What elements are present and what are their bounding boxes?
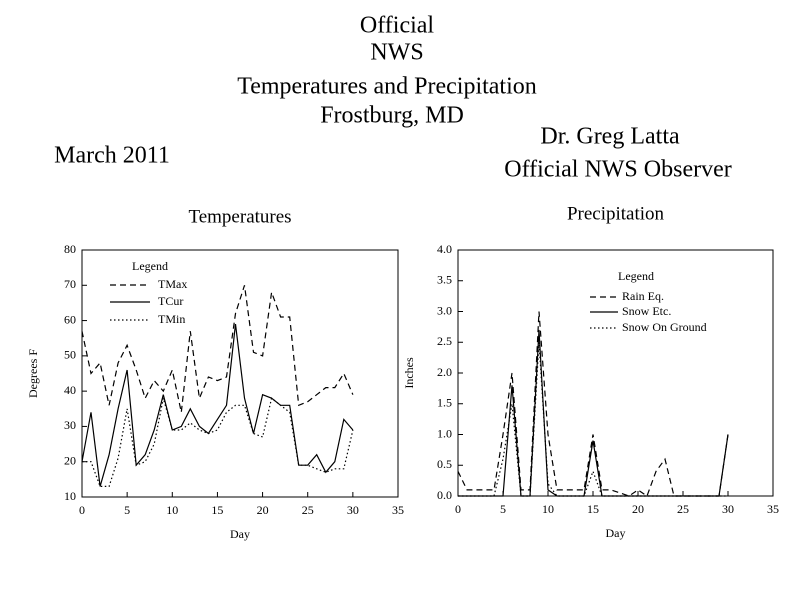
x-tick-label: 35	[392, 503, 404, 517]
x-tick-label: 10	[166, 503, 178, 517]
y-tick-label: 0.5	[437, 457, 452, 471]
x-tick-label: 10	[542, 502, 554, 516]
series-line	[458, 329, 729, 497]
y-tick-label: 2.0	[437, 365, 452, 379]
title-line: Frostburg, MD	[320, 103, 464, 129]
y-tick-label: 3.5	[437, 273, 452, 287]
y-tick-label: 3.0	[437, 303, 452, 317]
x-tick-label: 15	[211, 503, 223, 517]
y-tick-label: 80	[64, 242, 76, 256]
legend-label: Rain Eq.	[622, 289, 664, 303]
series-line	[457, 311, 729, 497]
y-tick-label: 2.5	[437, 334, 452, 348]
x-tick-label: 25	[677, 502, 689, 516]
legend-label: TCur	[158, 294, 183, 308]
legend-label: TMax	[158, 277, 187, 291]
y-axis-label: Inches	[402, 357, 416, 389]
y-tick-label: 60	[64, 312, 76, 326]
x-tick-label: 35	[767, 502, 779, 516]
series-line	[82, 397, 354, 487]
period: March 2011	[54, 143, 170, 169]
y-tick-label: 1.5	[437, 396, 452, 410]
series-line	[458, 342, 728, 497]
x-tick-label: 0	[79, 503, 85, 517]
title-line: Official	[360, 13, 435, 39]
series-line	[81, 285, 354, 413]
x-tick-label: 30	[722, 502, 734, 516]
legend-label: TMin	[158, 312, 185, 326]
y-tick-label: 4.0	[437, 242, 452, 256]
x-tick-label: 20	[632, 502, 644, 516]
plot-frame	[457, 249, 774, 497]
x-tick-label: 5	[500, 502, 506, 516]
x-tick-label: 25	[302, 503, 314, 517]
legend-title: Legend	[132, 259, 168, 273]
chart-title: Temperatures	[188, 206, 291, 227]
legend-label: Snow On Ground	[622, 320, 707, 334]
observer-line: Official NWS Observer	[504, 157, 731, 183]
x-axis-label: Day	[606, 526, 626, 540]
x-tick-label: 30	[347, 503, 359, 517]
series-line	[81, 324, 354, 487]
observer-line: Dr. Greg Latta	[540, 124, 680, 150]
y-tick-label: 20	[64, 453, 76, 467]
y-tick-label: 30	[64, 418, 76, 432]
title-line: NWS	[370, 40, 423, 66]
x-axis-label: Day	[230, 527, 250, 541]
plot-frame	[81, 249, 399, 498]
y-tick-label: 1.0	[437, 426, 452, 440]
y-tick-label: 10	[64, 489, 76, 503]
chart-title: Precipitation	[567, 203, 665, 224]
legend-title: Legend	[618, 269, 654, 283]
x-tick-label: 20	[257, 503, 269, 517]
x-tick-label: 5	[124, 503, 130, 517]
x-tick-label: 0	[455, 502, 461, 516]
y-tick-label: 70	[64, 277, 76, 291]
y-tick-label: 0.0	[437, 488, 452, 502]
y-tick-label: 50	[64, 348, 76, 362]
title-line: Temperatures and Precipitation	[237, 74, 537, 100]
y-tick-label: 40	[64, 383, 76, 397]
x-tick-label: 15	[587, 502, 599, 516]
legend-label: Snow Etc.	[622, 304, 671, 318]
y-axis-label: Degrees F	[26, 349, 40, 398]
